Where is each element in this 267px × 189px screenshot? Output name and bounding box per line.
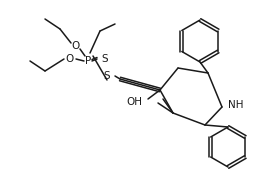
- Text: NH: NH: [228, 100, 244, 110]
- Text: S: S: [102, 54, 108, 64]
- Text: OH: OH: [126, 97, 142, 107]
- Text: O: O: [71, 41, 79, 51]
- Text: S: S: [104, 71, 110, 81]
- Text: P: P: [85, 56, 91, 66]
- Text: O: O: [66, 54, 74, 64]
